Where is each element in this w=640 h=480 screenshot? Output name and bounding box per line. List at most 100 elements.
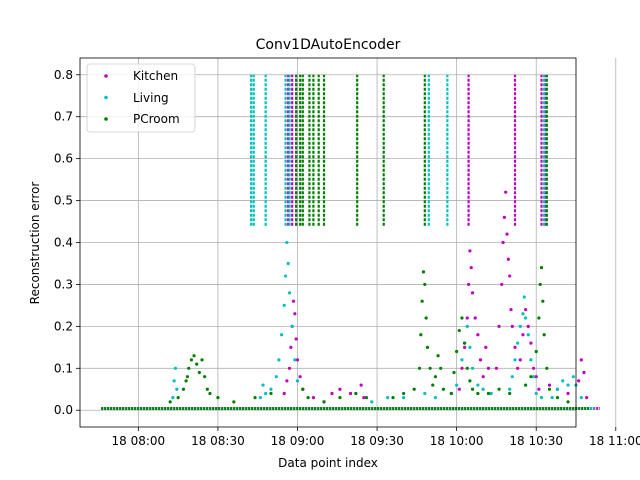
pcroom-point: [187, 366, 191, 370]
kitchen-point: [506, 257, 510, 261]
living-point: [522, 295, 526, 299]
kitchen-point: [359, 383, 363, 387]
living-point: [571, 375, 575, 379]
living-point: [579, 396, 583, 400]
y-tick-label: 0.6: [54, 152, 73, 166]
pcroom-point: [439, 366, 443, 370]
pcroom-point: [537, 316, 541, 320]
living-point: [468, 345, 472, 349]
kitchen-point: [348, 391, 353, 396]
grid-layer: [80, 58, 617, 427]
living-point: [279, 333, 284, 337]
pcroom-point: [545, 366, 549, 370]
kitchen-point: [473, 316, 477, 320]
kitchen-point: [470, 291, 475, 295]
pcroom-point: [391, 396, 395, 400]
pcroom-point: [195, 362, 199, 366]
legend-label-living: Living: [133, 91, 169, 105]
living-point: [290, 324, 294, 328]
legend-marker-pcroom: [104, 117, 108, 121]
pcroom-point: [497, 387, 501, 391]
pcroom-point: [269, 391, 273, 396]
pcroom-point: [417, 366, 422, 370]
kitchen-point: [547, 383, 552, 387]
living-point: [550, 396, 554, 400]
pcroom-point: [433, 375, 438, 379]
kitchen-point: [505, 232, 509, 236]
pcroom-point: [486, 391, 491, 396]
pcroom-point: [181, 387, 186, 391]
living-point: [293, 358, 297, 362]
pcroom-point: [431, 383, 435, 387]
living-point: [261, 383, 265, 387]
kitchen-point: [537, 387, 541, 391]
kitchen-point: [330, 391, 334, 396]
living-point: [423, 391, 427, 396]
y-tick-label: 0.8: [54, 68, 73, 82]
kitchen-point: [529, 341, 533, 345]
living-point: [481, 387, 485, 391]
kitchen-point: [497, 324, 501, 328]
pcroom-point: [423, 282, 427, 287]
kitchen-point: [534, 375, 538, 379]
living-point: [455, 383, 459, 387]
living-point: [269, 387, 273, 391]
kitchen-point: [582, 370, 586, 375]
kitchen-point: [509, 307, 513, 312]
kitchen-point: [510, 324, 514, 328]
kitchen-point: [478, 358, 483, 362]
living-point: [526, 333, 530, 337]
y-axis-label: Reconstruction error: [28, 182, 42, 305]
pcroom-point: [420, 299, 424, 303]
kitchen-point: [476, 333, 480, 337]
y-tick-label: 0.3: [54, 277, 73, 291]
pcroom-point: [566, 400, 570, 404]
kitchen-point: [524, 307, 528, 312]
legend-box: [86, 63, 196, 133]
kitchen-point: [465, 316, 469, 320]
pcroom-point: [457, 328, 461, 333]
pcroom-point: [539, 266, 544, 270]
pcroom-point: [462, 341, 467, 345]
living-point: [555, 387, 560, 391]
living-point: [529, 358, 533, 362]
living-point: [285, 240, 289, 245]
kitchen-point: [500, 282, 504, 287]
pcroom-point: [197, 370, 201, 375]
pcroom-point: [419, 333, 423, 337]
pcroom-point: [322, 400, 326, 404]
kitchen-point: [579, 358, 583, 362]
pcroom-point: [192, 354, 196, 358]
kitchen-point: [289, 345, 293, 349]
kitchen-point: [531, 366, 536, 370]
pcroom-point: [529, 375, 533, 379]
y-tick-label: 0.2: [54, 319, 73, 333]
pcroom-point: [534, 349, 538, 354]
kitchen-point: [486, 366, 491, 370]
legend-marker-kitchen: [104, 74, 108, 78]
kitchen-point: [469, 266, 473, 270]
series-pcroom: [101, 74, 590, 411]
x-tick-label: 18 08:00: [112, 434, 166, 448]
kitchen-point: [460, 366, 464, 370]
living-point: [561, 379, 565, 383]
living-point: [531, 375, 536, 379]
chart-title: Conv1DAutoEncoder: [256, 37, 401, 53]
pcroom-point: [468, 379, 472, 383]
living-point: [470, 366, 475, 370]
living-point: [258, 396, 262, 400]
living-point: [283, 274, 288, 278]
x-tick-label: 18 11:00: [589, 434, 640, 448]
living-point: [460, 358, 464, 362]
kitchen-point: [285, 379, 289, 383]
pcroom-point: [189, 358, 194, 362]
y-tick-label: 0.7: [54, 110, 73, 124]
y-tick-label: 0.0: [54, 403, 73, 417]
kitchen-point: [513, 345, 517, 349]
living-point: [433, 396, 438, 400]
x-tick-label: 18 08:30: [191, 434, 245, 448]
pcroom-point: [547, 387, 552, 391]
pcroom-point: [424, 316, 428, 320]
pcroom-point: [465, 366, 469, 370]
kitchen-point: [516, 366, 520, 370]
